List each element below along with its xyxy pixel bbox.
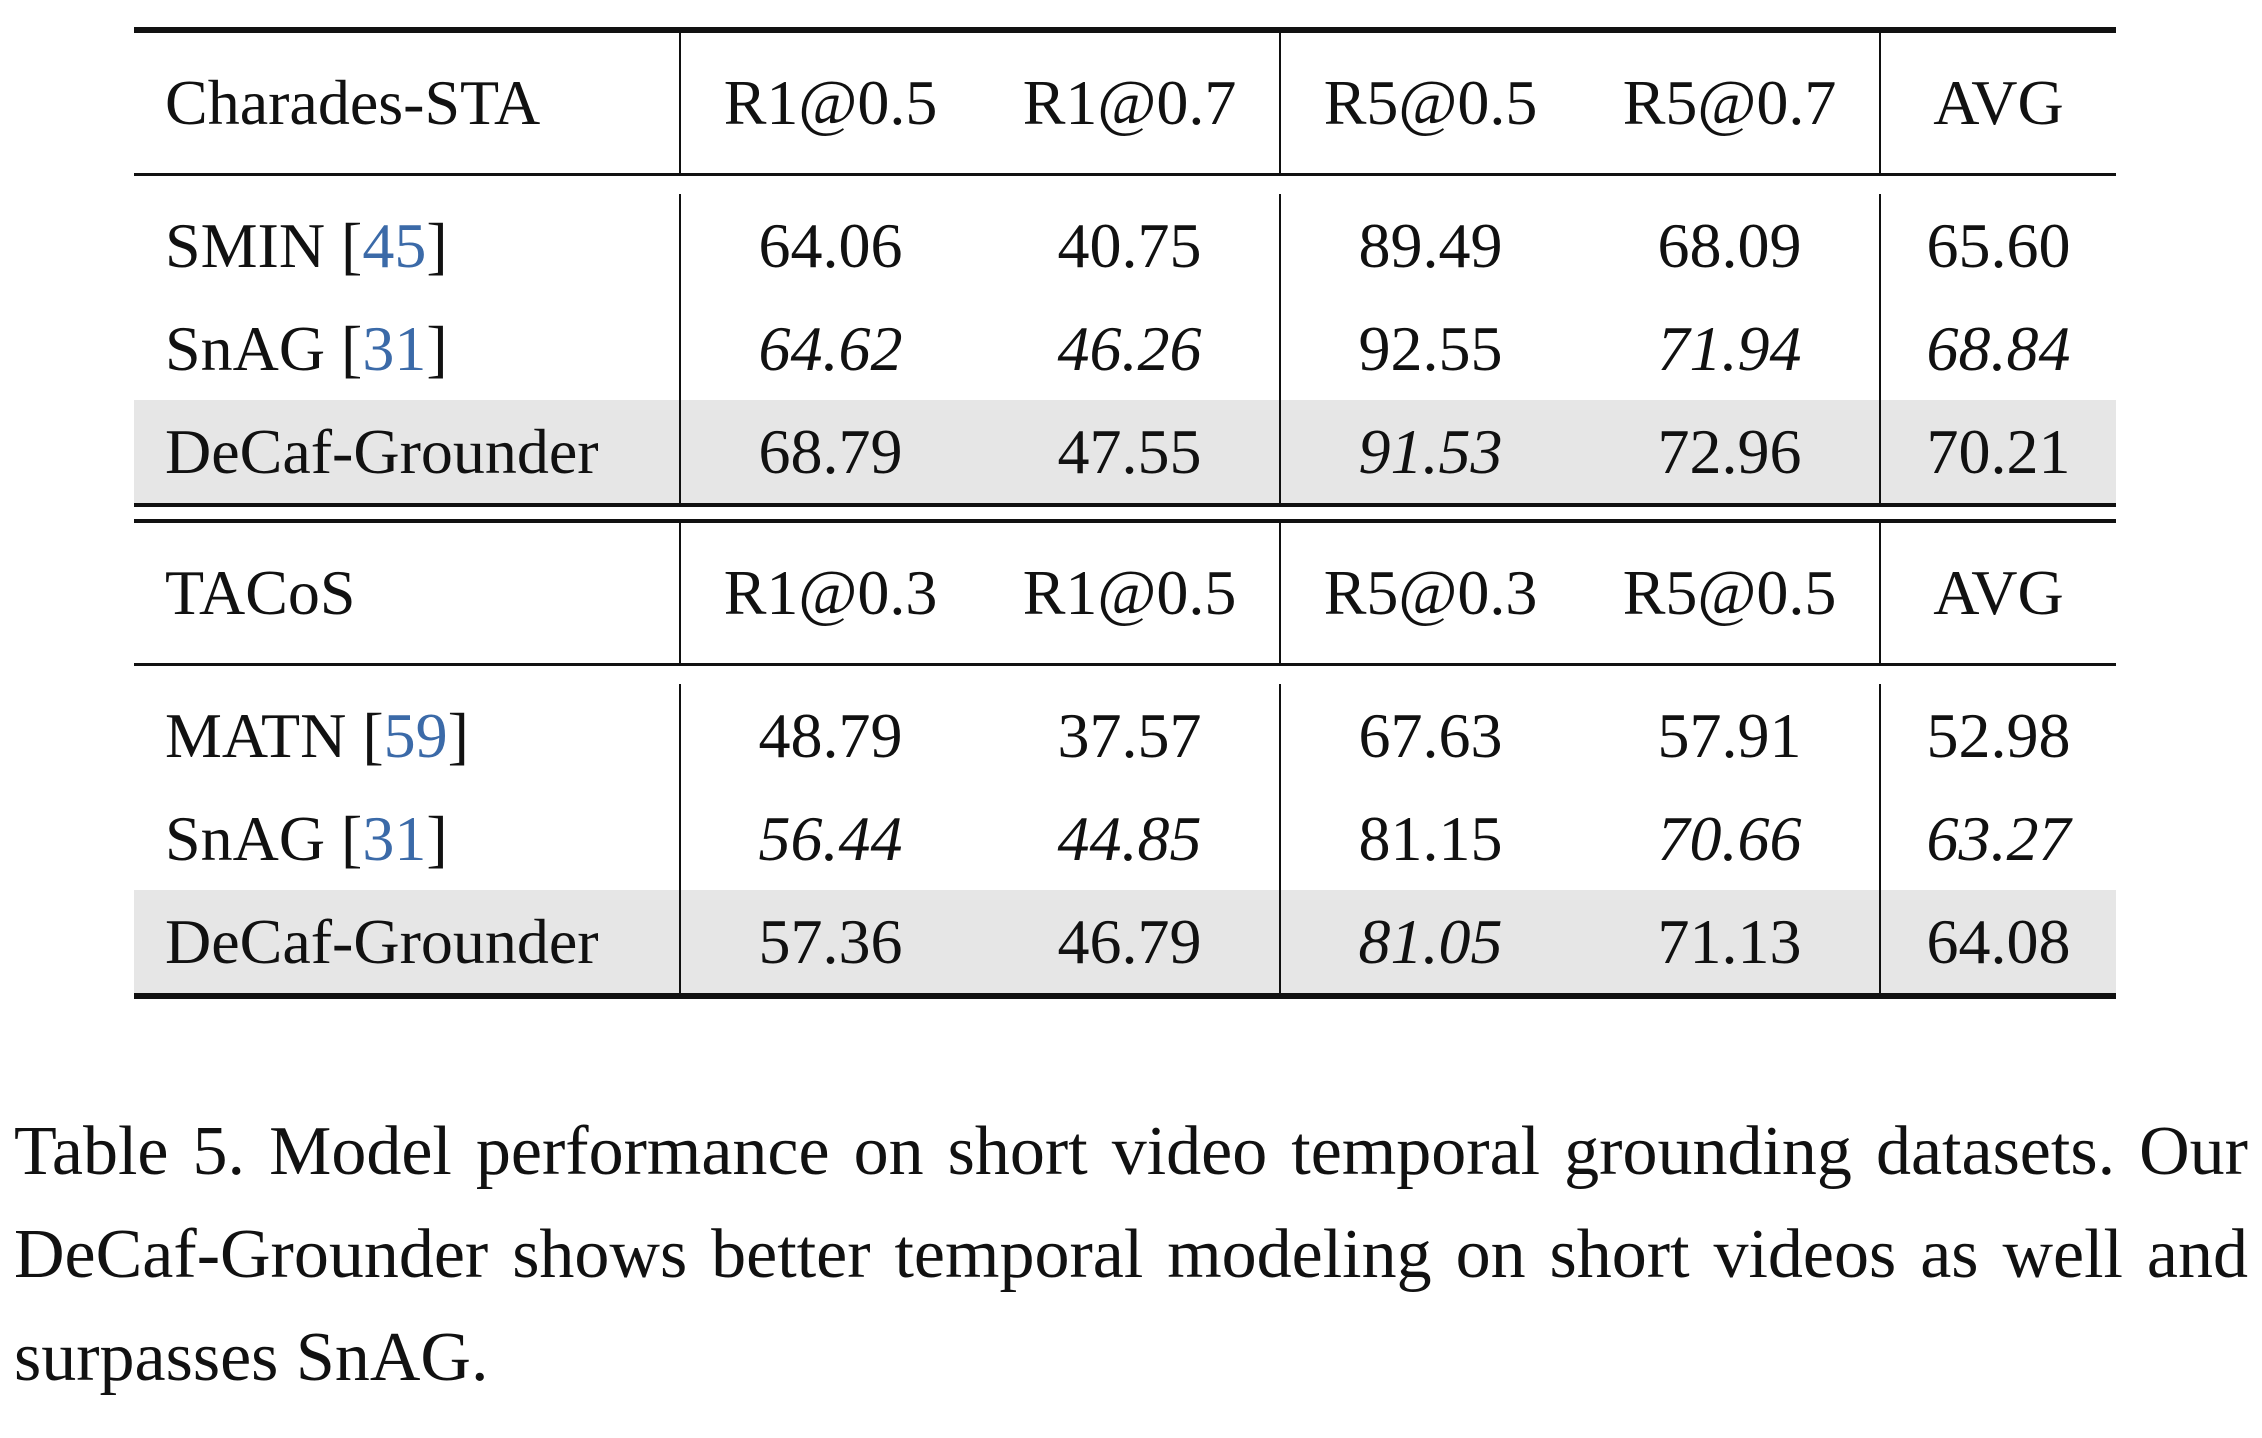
- citation-link[interactable]: 31: [362, 312, 427, 384]
- method-name-cell: SnAG [31]: [165, 312, 448, 384]
- metric-value: 68.79: [679, 400, 980, 505]
- metric-value: 46.79: [980, 890, 1280, 996]
- metric-value: 72.96: [1580, 400, 1880, 505]
- metric-value: 64.06: [679, 194, 980, 297]
- metric-value: 67.63: [1279, 684, 1580, 787]
- metric-value: 92.55: [1279, 297, 1580, 400]
- column-header: R1@0.3: [679, 521, 980, 665]
- table-row: SnAG [31] 64.62 46.26 92.55 71.94 68.84: [134, 297, 2116, 400]
- metric-value: 81.15: [1279, 787, 1580, 890]
- results-table-body: Charades-STA R1@0.5 R1@0.7 R5@0.5 R5@0.7 AVG S…: [134, 30, 2116, 996]
- table-row: SnAG [31] 56.44 44.85 81.15 70.66 63.27: [134, 787, 2116, 890]
- metric-value: 37.57: [1057, 699, 1202, 771]
- results-table-container: Charades-STA R1@0.5 R1@0.7 R5@0.5 R5@0.7 AVG S…: [134, 27, 2116, 999]
- table-row: SMIN [45] 64.06 40.75 89.49 68.09 65.60: [134, 194, 2116, 297]
- table-row: DeCaf-Grounder 57.36 46.79 81.05 71.13 64.08: [134, 890, 2116, 996]
- column-header: R1@0.5: [679, 30, 980, 175]
- metric-value: 44.85: [1057, 802, 1202, 874]
- metric-value: 70.21: [1879, 400, 2116, 505]
- metric-value: 70.66: [1657, 802, 1802, 874]
- metric-value: 57.91: [1657, 699, 1802, 771]
- metric-value: 71.13: [1580, 890, 1880, 996]
- citation-link[interactable]: 45: [362, 209, 427, 281]
- metric-value: 64.62: [679, 297, 980, 400]
- method-name-cell: MATN [59]: [165, 699, 469, 771]
- method-name-cell: DeCaf-Grounder: [134, 890, 680, 996]
- method-name: DeCaf-Grounder: [165, 905, 599, 977]
- column-header: R5@0.3: [1279, 521, 1580, 665]
- metric-value: 56.44: [679, 787, 980, 890]
- metric-value: 40.75: [1057, 209, 1202, 281]
- metric-value: 48.79: [679, 684, 980, 787]
- header-row: TACoS R1@0.3 R1@0.5 R5@0.3 R5@0.5 AVG: [134, 521, 2116, 665]
- method-name-cell: SnAG [31]: [165, 802, 448, 874]
- table-row: MATN [59] 48.79 37.57 67.63 57.91 52.98: [134, 684, 2116, 787]
- metric-value: 46.26: [1057, 312, 1202, 384]
- column-header: AVG: [1879, 30, 2116, 175]
- metric-value: 65.60: [1879, 194, 2116, 297]
- dataset-name: TACoS: [165, 557, 356, 628]
- metric-value: 57.36: [679, 890, 980, 996]
- method-name-cell: DeCaf-Grounder: [134, 400, 680, 505]
- method-name: DeCaf-Grounder: [165, 415, 599, 487]
- metric-value: 81.05: [1279, 890, 1580, 996]
- table-row: DeCaf-Grounder 68.79 47.55 91.53 72.96 70.21: [134, 400, 2116, 505]
- metric-value: 68.09: [1657, 209, 1802, 281]
- metric-value: 91.53: [1279, 400, 1580, 505]
- method-name: SMIN: [165, 209, 326, 281]
- metric-value: 64.08: [1879, 890, 2116, 996]
- header-row: Charades-STA R1@0.5 R1@0.7 R5@0.5 R5@0.7 AVG: [134, 30, 2116, 175]
- method-name: MATN: [165, 699, 347, 771]
- column-header: R5@0.5: [1622, 557, 1837, 628]
- column-header: R5@0.5: [1279, 30, 1580, 175]
- dataset-name: Charades-STA: [165, 67, 541, 138]
- table-caption: Table 5. Model performance on short vide…: [14, 1113, 2248, 1396]
- method-name: SnAG: [165, 312, 326, 384]
- results-table: Charades-STA R1@0.5 R1@0.7 R5@0.5 R5@0.7 AVG S…: [134, 27, 2116, 999]
- metric-value: 47.55: [980, 400, 1280, 505]
- metric-value: 68.84: [1879, 297, 2116, 400]
- metric-value: 89.49: [1279, 194, 1580, 297]
- citation-link[interactable]: 31: [362, 802, 427, 874]
- metric-value: 52.98: [1879, 684, 2116, 787]
- method-name-cell: SMIN [45]: [165, 209, 448, 281]
- method-name: SnAG: [165, 802, 326, 874]
- column-header: AVG: [1879, 521, 2116, 665]
- column-header: R5@0.7: [1622, 67, 1837, 138]
- citation-link[interactable]: 59: [383, 699, 448, 771]
- column-header: R1@0.7: [1022, 67, 1237, 138]
- column-header: R1@0.5: [1022, 557, 1237, 628]
- metric-value: 71.94: [1657, 312, 1802, 384]
- metric-value: 63.27: [1879, 787, 2116, 890]
